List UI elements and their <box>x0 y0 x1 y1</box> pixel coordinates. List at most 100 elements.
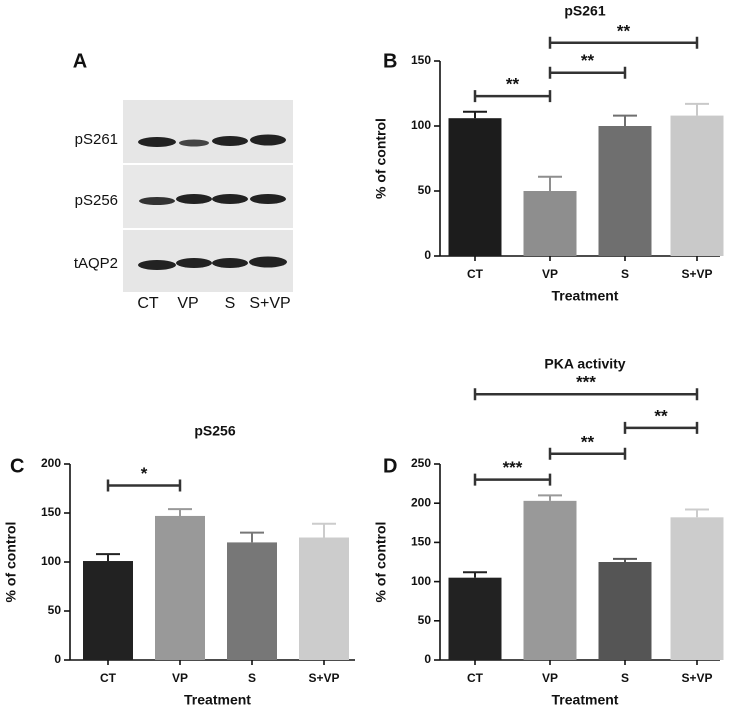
error-bar <box>312 522 336 538</box>
band <box>179 139 209 147</box>
significance-bracket <box>106 479 182 492</box>
row-label: tAQP2 <box>74 255 118 272</box>
x-axis-label: Treatment <box>552 692 619 708</box>
y-axis-label: % of control <box>373 522 389 603</box>
y-tick-label: 0 <box>54 652 61 666</box>
x-tick-label: S <box>248 671 256 685</box>
panel-label: D <box>383 455 397 477</box>
x-tick-label: VP <box>542 267 558 281</box>
blot <box>123 100 293 292</box>
significance-bracket <box>473 90 552 103</box>
band <box>212 258 248 268</box>
x-axis-label: Treatment <box>184 692 251 708</box>
error-bar <box>96 553 120 562</box>
lane-label: S+VP <box>249 295 290 312</box>
y-tick-label: 50 <box>48 603 62 617</box>
lane-label: VP <box>177 295 198 312</box>
bar <box>448 118 502 256</box>
significance-label: ** <box>581 432 595 451</box>
lane-label: S <box>225 295 236 312</box>
blot-strip <box>123 100 293 163</box>
panel-label: A <box>73 50 87 72</box>
y-tick-label: 0 <box>424 248 431 262</box>
bar <box>523 191 577 256</box>
significance-label: *** <box>576 373 596 392</box>
row-label: pS261 <box>75 131 118 148</box>
y-tick-label: 200 <box>411 495 431 509</box>
x-tick-label: S+VP <box>308 671 339 685</box>
chart-title: pS256 <box>194 423 235 439</box>
x-tick-label: S+VP <box>681 267 712 281</box>
error-bar <box>685 508 709 518</box>
significance-bracket <box>473 473 552 486</box>
y-tick-label: 200 <box>41 456 61 470</box>
y-tick-label: 50 <box>418 613 432 627</box>
error-bar <box>613 114 637 126</box>
y-tick-label: 150 <box>41 505 61 519</box>
lane-label: CT <box>137 295 159 312</box>
bar <box>670 517 724 660</box>
band <box>212 194 248 204</box>
band <box>250 194 286 204</box>
x-axis-label: Treatment <box>552 288 619 304</box>
x-tick-label: CT <box>100 671 117 685</box>
chart-title: pS261 <box>564 3 605 19</box>
y-axis-label: % of control <box>373 118 389 199</box>
bar <box>523 500 577 660</box>
band <box>176 258 212 268</box>
panel-label: B <box>383 50 397 72</box>
bar <box>83 561 133 660</box>
x-tick-label: CT <box>467 671 484 685</box>
panel-label: C <box>10 455 24 477</box>
band <box>212 136 248 146</box>
band <box>138 137 176 147</box>
significance-label: ** <box>581 51 595 70</box>
bar <box>299 537 349 660</box>
error-bar <box>463 110 487 119</box>
error-bar <box>685 102 709 116</box>
error-bar <box>538 175 562 191</box>
bar <box>448 577 502 660</box>
y-tick-label: 250 <box>411 456 431 470</box>
band <box>176 194 212 204</box>
row-label: pS256 <box>75 192 118 209</box>
error-bar <box>463 571 487 578</box>
x-tick-label: CT <box>467 267 484 281</box>
bar <box>598 126 652 256</box>
error-bar <box>168 508 192 516</box>
significance-label: *** <box>503 458 523 477</box>
band <box>139 197 175 205</box>
bar <box>598 562 652 660</box>
band <box>249 256 287 268</box>
x-tick-label: VP <box>542 671 558 685</box>
x-tick-label: VP <box>172 671 188 685</box>
bar <box>670 115 724 256</box>
x-tick-label: S <box>621 671 629 685</box>
significance-bracket <box>548 447 627 460</box>
y-tick-label: 100 <box>411 574 431 588</box>
bar <box>155 515 205 660</box>
bar <box>227 542 277 660</box>
y-tick-label: 150 <box>411 535 431 549</box>
error-bar <box>240 531 264 543</box>
significance-bracket <box>548 66 627 79</box>
error-bar <box>613 557 637 562</box>
significance-label: ** <box>506 75 520 94</box>
y-axis-label: % of control <box>3 522 19 603</box>
significance-bracket <box>623 421 699 434</box>
error-bar <box>538 494 562 501</box>
significance-label: ** <box>654 406 668 425</box>
band <box>250 134 286 146</box>
band <box>138 260 176 270</box>
y-tick-label: 100 <box>41 554 61 568</box>
significance-bracket <box>548 36 699 49</box>
y-tick-label: 0 <box>424 652 431 666</box>
x-tick-label: S+VP <box>681 671 712 685</box>
significance-label: ** <box>617 21 631 40</box>
significance-bracket <box>473 388 699 401</box>
y-tick-label: 50 <box>418 183 432 197</box>
chart-title: PKA activity <box>544 356 625 372</box>
x-tick-label: S <box>621 267 629 281</box>
y-tick-label: 100 <box>411 118 431 132</box>
